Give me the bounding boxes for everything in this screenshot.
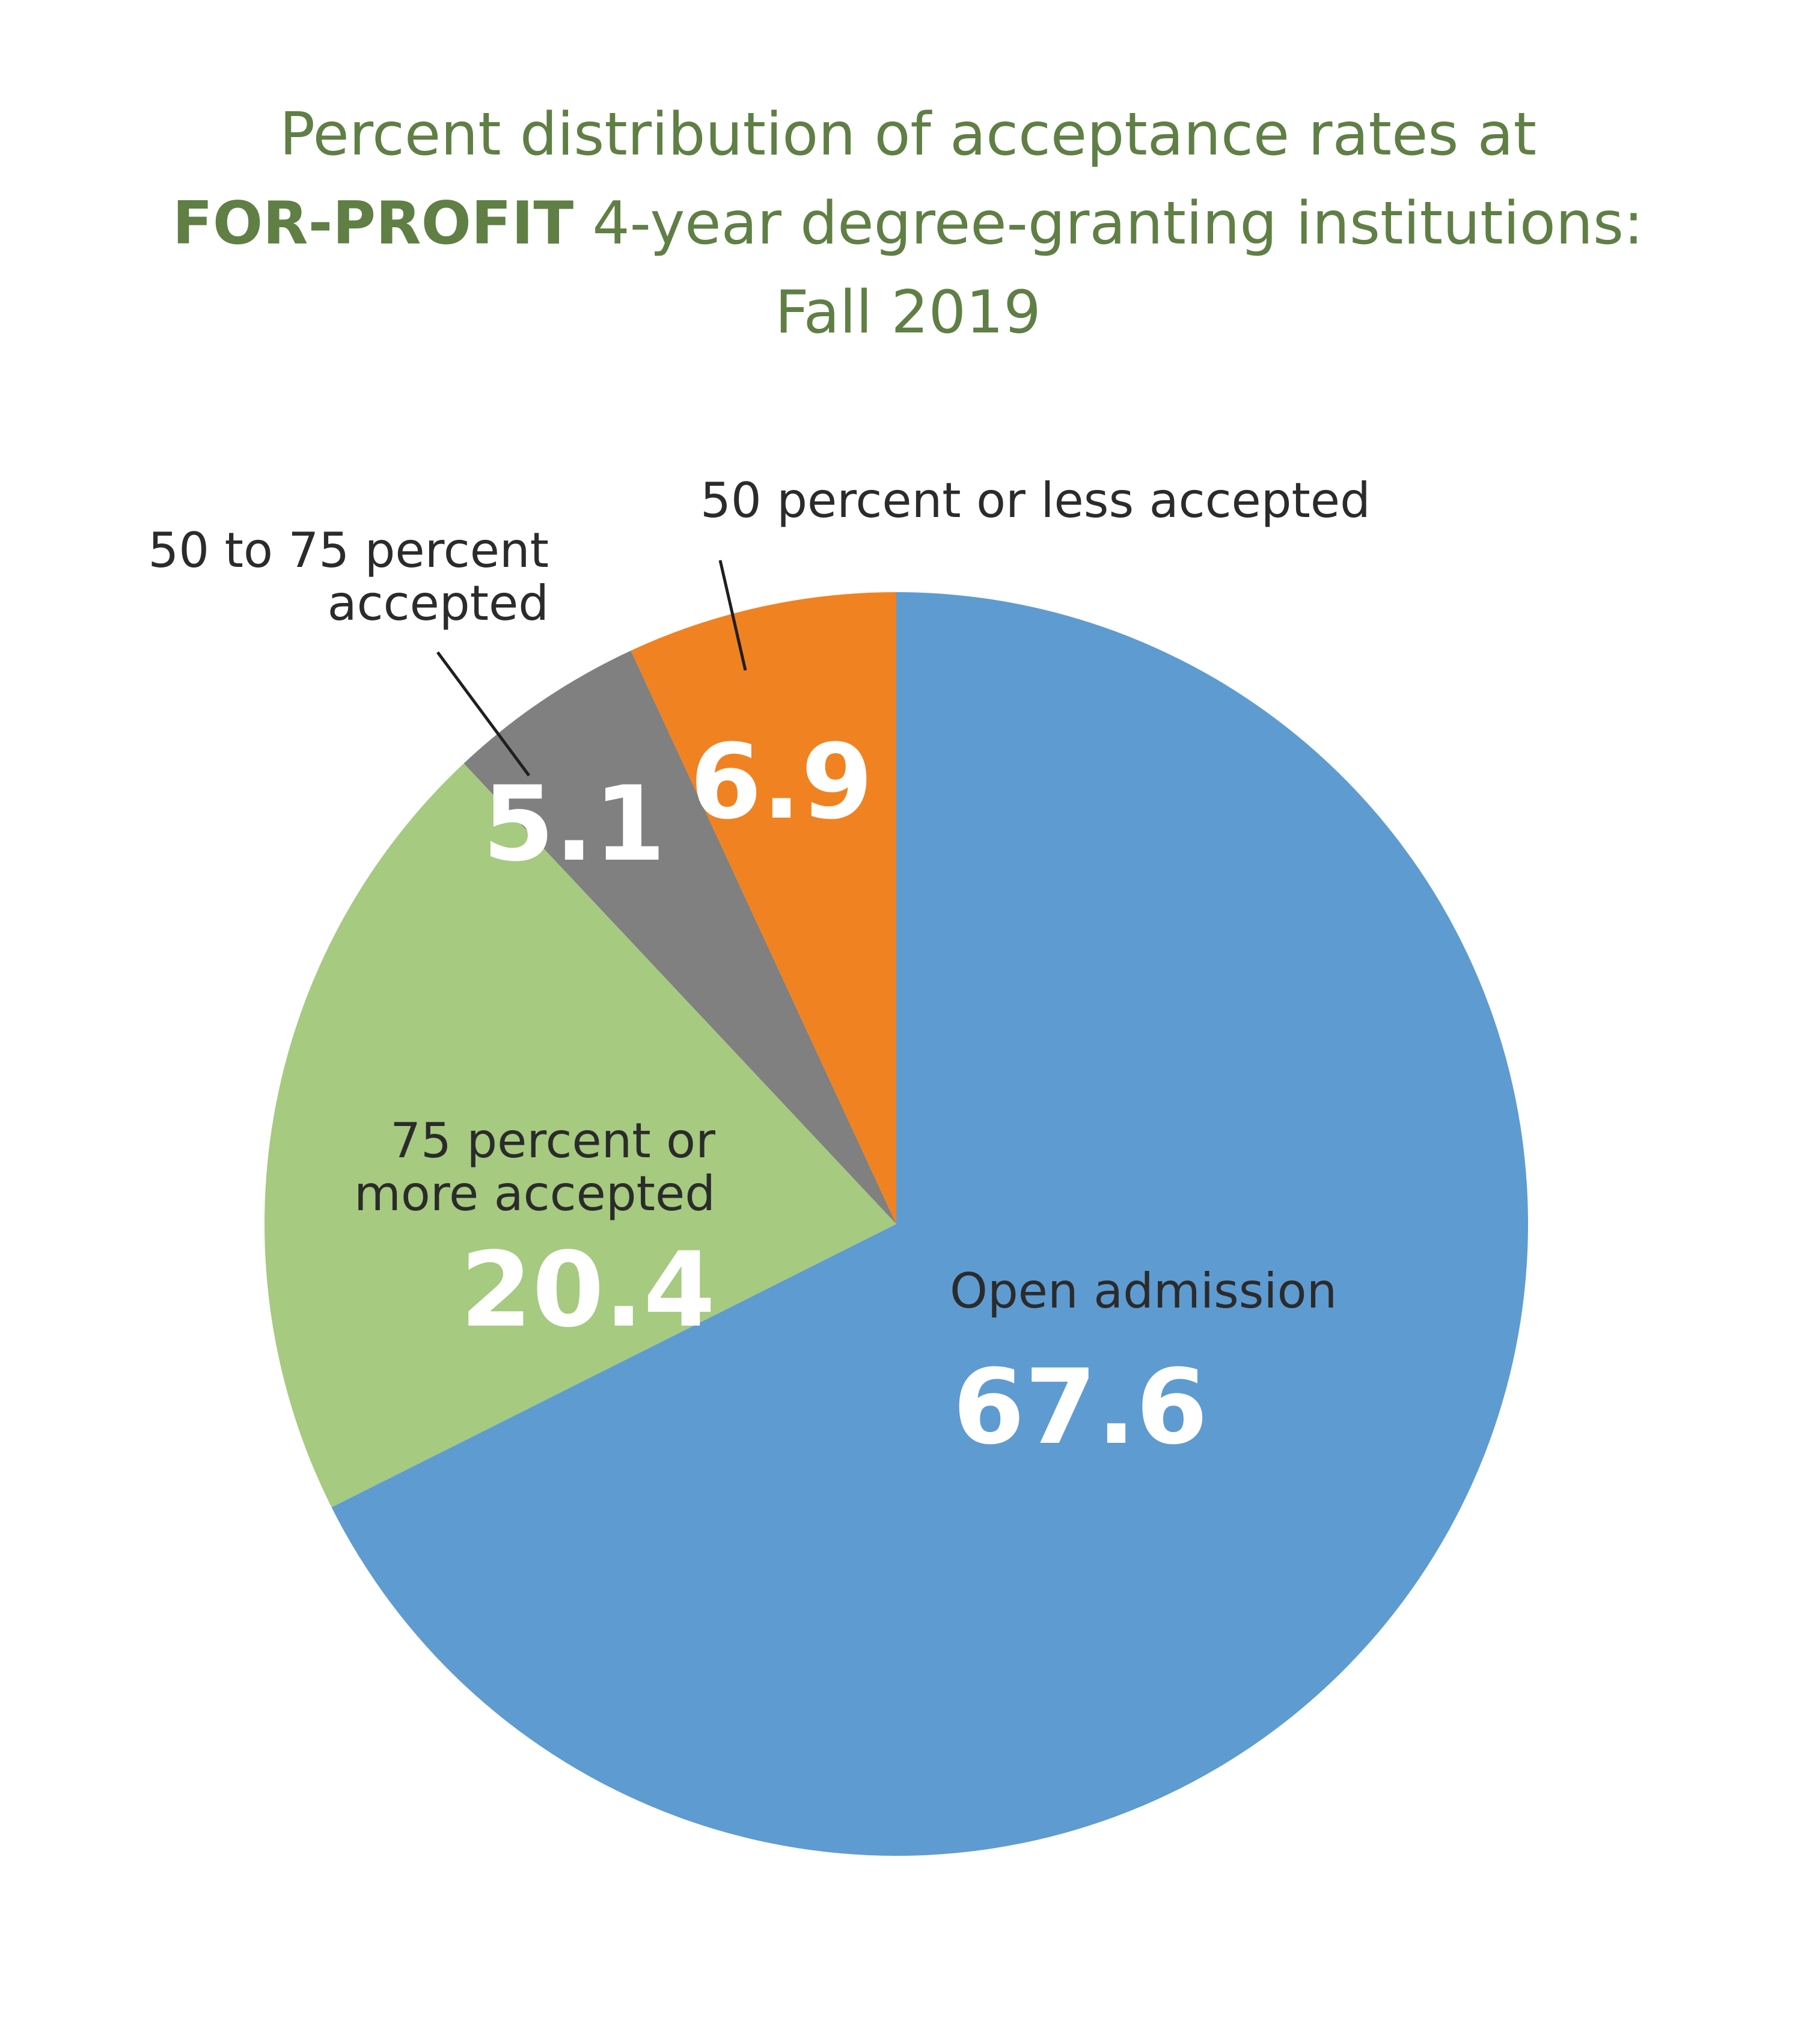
chart-title: Percent distribution of acceptance rates… (0, 90, 1816, 357)
title-emphasis: FOR-PROFIT (172, 189, 574, 258)
pie-slice-50-to-75-percent-accepted (463, 650, 896, 1224)
slice-label-75-percent-or-more-accepted: 75 percent or more accepted (354, 1113, 715, 1222)
leader-line-50-percent-or-less-accepted (718, 560, 747, 671)
pie-slice-50-percent-or-less-accepted (631, 592, 896, 1224)
slice-value-75-percent-or-more-accepted: 20.4 (460, 1229, 715, 1350)
title-line-2: 4-year degree-granting institutions: (573, 189, 1644, 258)
slice-value-open-admission: 67.6 (953, 1347, 1208, 1467)
slice-value-50-to-75-percent-accepted: 5.1 (483, 763, 666, 884)
title-line-1: Percent distribution of acceptance rates… (279, 100, 1537, 169)
leader-lines (436, 560, 747, 777)
slice-label-50-percent-or-less-accepted: 50 percent or less accepted (700, 473, 1371, 528)
pie-slices (264, 592, 1528, 1856)
pie-labels: Open admission 67.6 75 percent or more acce… (148, 473, 1371, 1467)
slice-value-50-percent-or-less-accepted: 6.9 (690, 721, 873, 842)
slice-label-open-admission: Open admission (950, 1263, 1337, 1319)
pie-slice-open-admission (331, 592, 1528, 1856)
pie-slice-75-percent-or-more-accepted (264, 763, 897, 1508)
leader-line-50-to-75-percent-accepted (436, 651, 531, 777)
title-line-3: Fall 2019 (775, 278, 1041, 347)
slice-label-50-to-75-percent-accepted: 50 to 75 percent accepted (148, 522, 549, 631)
